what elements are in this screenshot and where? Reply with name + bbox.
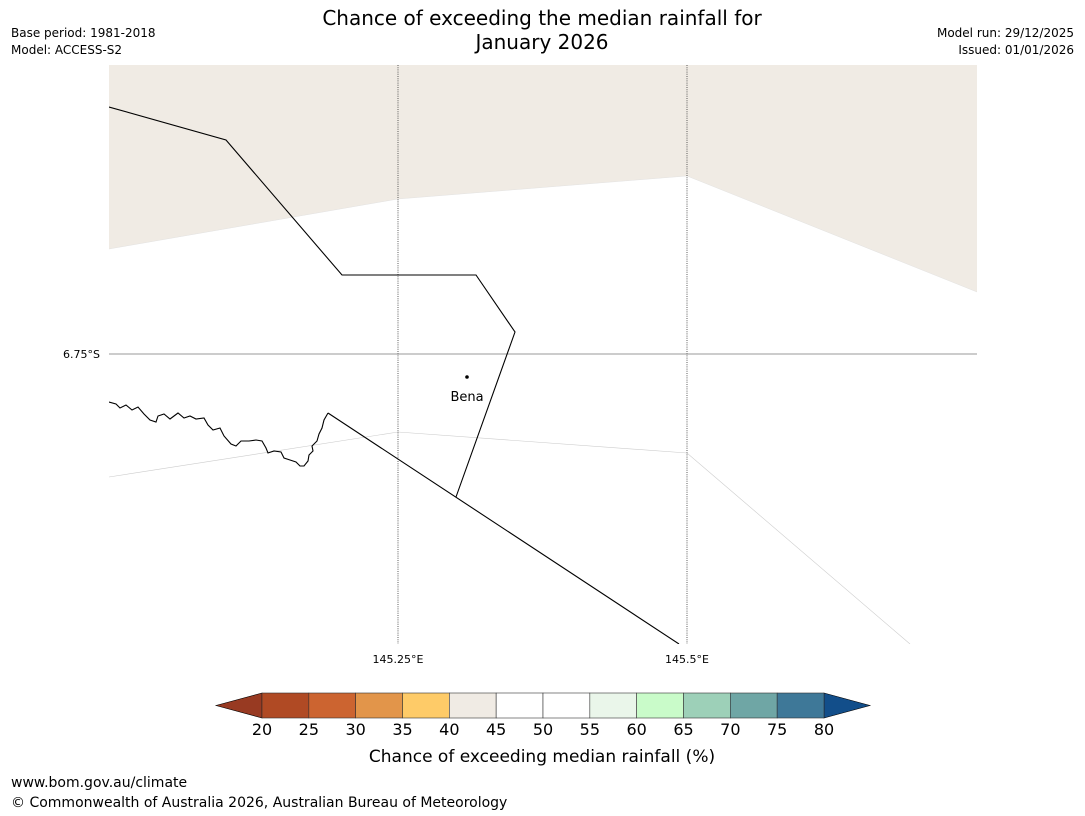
legend-title: Chance of exceeding median rainfall (%) [369, 747, 715, 767]
province-boundary [109, 106, 680, 644]
model-text: Model: ACCESS-S2 [11, 43, 123, 57]
title-line-2: January 2026 [475, 30, 609, 54]
colorbar-tick-80: 80 [814, 720, 834, 739]
legend-colorbar: 20 25 30 35 40 45 50 55 60 65 70 75 80 [214, 692, 872, 739]
metadata-right: Model run: 29/12/2025 Issued: 01/01/2026 [937, 25, 1074, 59]
metadata-left: Base period: 1981-2018 Model: ACCESS-S2 [11, 25, 156, 59]
colorbar-bin-20-25 [261, 692, 310, 719]
colorbar-bin-75-80 [776, 692, 825, 719]
footer-copyright: © Commonwealth of Australia 2026, Austra… [11, 795, 508, 811]
colorbar-tick-35: 35 [392, 720, 412, 739]
colorbar-bin-50-55 [542, 692, 591, 719]
colorbar-tick-75: 75 [767, 720, 787, 739]
colorbar-bins [261, 692, 825, 719]
colorbar-tick-60: 60 [626, 720, 646, 739]
colorbar-under-arrow [214, 692, 263, 719]
town-marker [465, 375, 469, 379]
colorbar-over-arrow [823, 692, 872, 719]
longitude-tick-label-2: 145.5°E [665, 653, 709, 666]
colorbar-tick-45: 45 [486, 720, 506, 739]
colorbar-bin-60-65 [636, 692, 684, 719]
latitude-tick-label: 6.75°S [63, 348, 100, 361]
title-line-1: Chance of exceeding the median rainfall … [322, 6, 762, 30]
base-period-text: Base period: 1981-2018 [11, 26, 156, 40]
colorbar-ticks: 20 25 30 35 40 45 50 55 60 65 70 75 80 [252, 720, 834, 739]
town-label: Bena [450, 390, 483, 405]
colorbar-tick-40: 40 [439, 720, 459, 739]
colorbar-tick-50: 50 [533, 720, 553, 739]
colorbar-bin-70-75 [730, 692, 778, 719]
colorbar-bin-40-45 [449, 692, 497, 719]
colorbar-tick-55: 55 [580, 720, 600, 739]
map-frame [109, 65, 977, 644]
colorbar-tick-70: 70 [720, 720, 740, 739]
colorbar-bin-65-70 [683, 692, 731, 719]
colorbar-bin-35-40 [402, 692, 450, 719]
issued-text: Issued: 01/01/2026 [958, 43, 1074, 57]
footer-url[interactable]: www.bom.gov.au/climate [11, 775, 188, 791]
colorbar-bin-25-30 [308, 692, 356, 719]
colorbar-bin-45-50 [495, 692, 544, 719]
faint-boundary-line-upper [109, 175, 977, 293]
model-run-text: Model run: 29/12/2025 [936, 26, 1074, 40]
colorbar-tick-30: 30 [345, 720, 365, 739]
colorbar-tick-20: 20 [252, 720, 272, 739]
longitude-tick-label-1: 145.25°E [373, 653, 424, 666]
colorbar-tick-25: 25 [299, 720, 319, 739]
probability-shade-region [109, 65, 977, 292]
colorbar-bin-55-60 [589, 692, 637, 719]
colorbar-tick-65: 65 [673, 720, 693, 739]
page-title: Chance of exceeding the median rainfall … [242, 6, 842, 54]
colorbar-bin-30-35 [355, 692, 403, 719]
coastline [109, 401, 329, 467]
faint-boundary-line [109, 431, 911, 644]
